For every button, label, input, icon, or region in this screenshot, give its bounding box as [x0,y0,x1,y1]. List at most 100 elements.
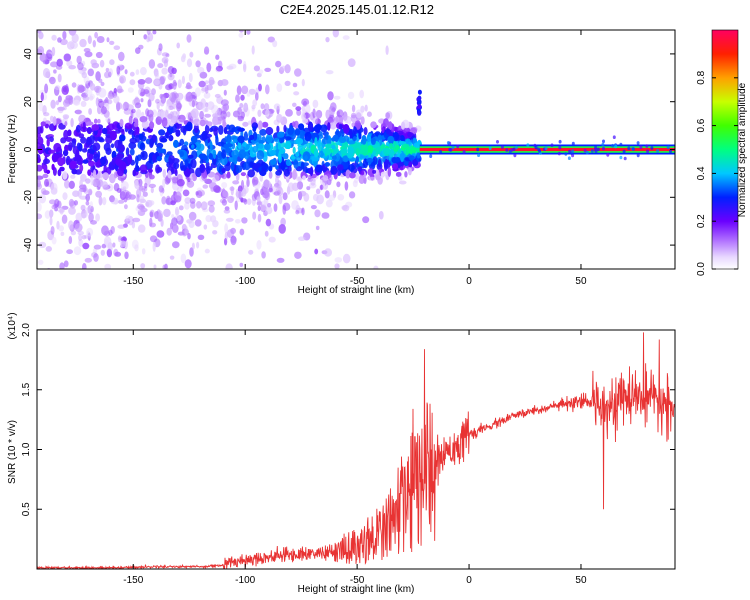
spectrogram-cell [260,188,264,196]
spectrogram-cell [77,62,84,71]
spectrogram-cell [42,93,48,101]
spectrogram-cell [184,259,192,269]
spectrogram-cell [68,142,73,152]
spectrogram-cell [294,251,302,259]
spectrogram-cell [48,149,56,154]
spectrogram-cell [158,129,166,136]
spectrogram-cell [127,87,134,93]
spectrogram-cell [141,111,145,118]
spectrogram-cell [352,136,357,142]
spectrogram-cell [156,166,163,173]
spectrogram-cell [370,121,377,129]
spectrogram-cell [147,99,152,108]
spectrogram-cell [278,149,285,155]
spectrogram-cell [119,240,127,248]
spectrogram-cell [82,242,90,250]
spectrogram-cell [359,161,363,167]
spectrogram-cell [334,153,341,162]
spectrogram-cell [366,158,374,163]
spectrogram-cell [260,103,265,110]
spectrogram-cell [132,99,137,106]
spectrogram-cell [246,178,250,188]
spectrogram-cell [400,166,404,171]
colorbar-tick-label: 0.4 [696,166,707,180]
spectrogram-cell [140,150,148,161]
spectrogram-cell [104,263,112,269]
spectrogram-cell [622,149,626,154]
spectrogram-cell [81,148,88,153]
spectrogram-cell [496,140,499,144]
spectrogram-cell [373,265,379,269]
spectrogram-cell [193,123,199,134]
spectrogram-cell [37,213,43,220]
spectrogram-y-tick-label: 40 [23,48,34,60]
spectrogram-cell [363,127,368,136]
spectrogram-cell [636,153,640,158]
spectrogram-cell [476,147,480,152]
spectrogram-cell [85,200,90,206]
spectrogram-cell [412,159,418,166]
spectrogram-cell [585,150,589,155]
spectrogram-cell [93,244,102,250]
spectrogram-cell [51,34,57,41]
spectrogram-cell [189,51,194,58]
spectrogram-cell [106,248,112,258]
spectrogram-cell [54,207,58,212]
spectrogram-cell [246,198,252,205]
spectrogram-cell [149,211,154,218]
spectrogram-cell [191,135,198,143]
spectrogram-cell [54,85,61,91]
spectrogram-cell [259,174,264,182]
spectrogram-cell [184,202,190,210]
spectrogram-cell [143,34,148,40]
spectrogram-cell [57,106,65,111]
spectrogram-cell [226,65,234,70]
spectrogram-cell [240,172,246,177]
spectrogram-cell [119,75,126,84]
spectrogram-cell [334,257,343,263]
spectrogram-cell [315,164,323,173]
spectrogram-cell [149,217,153,227]
spectrogram-cell [117,235,122,243]
spectrogram-cell [564,152,568,156]
spectrogram-cell [37,164,43,172]
spectrogram-cell [77,230,85,236]
spectrogram-cell [135,47,141,54]
spectrogram-cell [170,200,176,206]
spectrogram-cell [322,175,329,181]
spectrogram-cell [324,162,330,167]
spectrogram-cell [70,174,76,179]
spectrogram-cell [55,100,60,106]
spectrogram-cell [68,220,74,230]
spectrogram-cell [103,236,112,247]
spectrogram-cell [252,99,258,107]
spectrogram-cell [237,115,245,122]
spectrogram-cell [59,207,64,215]
spectrogram-cell [115,129,121,134]
spectrogram-cell [136,109,142,118]
spectrogram-cell [207,101,215,110]
spectrogram-cell [240,197,244,203]
spectrogram-cell [215,65,223,72]
spectrogram-cell [275,60,282,68]
spectrogram-cell [292,82,298,88]
spectrogram-cell [88,212,94,222]
spectrogram-cell [170,222,174,230]
spectrogram-cell [162,178,166,189]
spectrogram-cell [384,158,388,168]
spectrogram-cell [383,147,391,155]
spectrogram-cell [301,98,310,106]
spectrogram-cell [37,202,42,212]
spectrogram-cell [331,145,336,150]
spectrogram-cell [172,103,177,110]
spectrogram-cell [278,224,286,234]
spectrogram-cell [39,53,48,63]
spectrogram-cell [571,153,575,158]
spectrogram-cell [239,102,244,109]
spectrogram-cell [49,136,54,143]
spectrogram-cell [316,123,321,134]
spectrogram-cell [86,127,92,134]
spectrogram-cell [44,210,51,219]
